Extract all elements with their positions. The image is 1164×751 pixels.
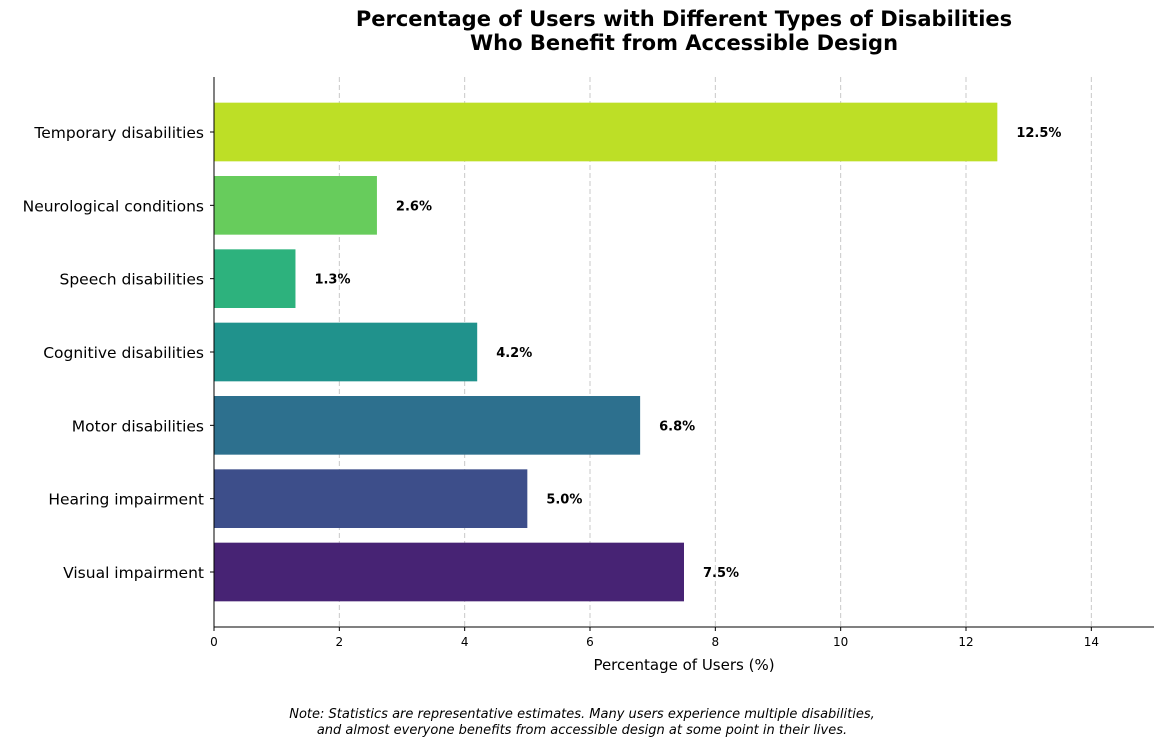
data-label: 6.8% — [659, 419, 695, 434]
x-tick-label: 4 — [461, 635, 469, 649]
x-tick-label: 2 — [336, 635, 344, 649]
x-tick-label: 0 — [210, 635, 218, 649]
title-line: Percentage of Users with Different Types… — [356, 7, 1012, 31]
bar — [214, 396, 641, 455]
footnote: Note: Statistics are representative esti… — [289, 707, 875, 738]
y-tick-label: Cognitive disabilities — [43, 344, 204, 362]
bar — [214, 102, 998, 162]
data-label: 1.3% — [314, 273, 350, 288]
x-tick-labels: 0 2 4 6 8 10 12 14 — [210, 627, 1099, 649]
x-tick-label: 14 — [1084, 635, 1099, 649]
x-tick-label: 10 — [833, 635, 848, 649]
y-tick-label: Hearing impairment — [48, 491, 204, 509]
bar — [214, 322, 478, 382]
y-tick-label: Visual impairment — [63, 564, 204, 582]
title-line: Who Benefit from Accessible Design — [470, 31, 898, 55]
y-tick-label: Speech disabilities — [60, 271, 205, 289]
bar — [214, 469, 528, 528]
chart-title: Percentage of Users with Different Types… — [356, 7, 1012, 55]
x-tick-label: 8 — [712, 635, 720, 649]
note-line: and almost everyone benefits from access… — [317, 723, 847, 738]
bars — [214, 102, 998, 602]
grid-lines — [338, 77, 1092, 627]
data-label: 7.5% — [703, 566, 739, 581]
y-tick-labels: Visual impairment Hearing impairment Motor… — [23, 124, 214, 582]
bar — [214, 249, 296, 308]
bar — [214, 176, 377, 235]
bar — [214, 542, 684, 602]
y-tick-label: Temporary disabilities — [33, 124, 204, 142]
data-label: 5.0% — [546, 493, 582, 508]
y-tick-label: Neurological conditions — [23, 197, 204, 215]
data-label: 2.6% — [396, 199, 432, 214]
data-label: 12.5% — [1016, 126, 1061, 141]
note-line: Note: Statistics are representative esti… — [289, 707, 875, 722]
x-tick-label: 12 — [958, 635, 973, 649]
data-labels: 7.5% 5.0% 6.8% 4.2% 1.3% 2.6% 12.5% — [314, 126, 1061, 581]
y-tick-label: Motor disabilities — [72, 417, 204, 435]
x-axis-label: Percentage of Users (%) — [593, 656, 774, 674]
data-label: 4.2% — [496, 346, 532, 361]
x-tick-label: 6 — [586, 635, 594, 649]
